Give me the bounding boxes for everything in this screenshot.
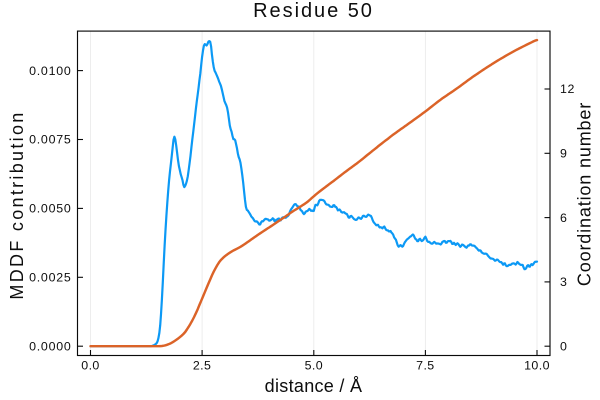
svg-text:6: 6: [560, 211, 568, 225]
svg-text:0.0100: 0.0100: [29, 64, 71, 78]
svg-text:2.5: 2.5: [193, 359, 211, 373]
svg-text:distance / Å: distance / Å: [265, 376, 363, 396]
svg-text:MDDF contribution: MDDF contribution: [7, 110, 27, 299]
svg-text:12: 12: [560, 82, 575, 96]
svg-text:5.0: 5.0: [305, 359, 323, 373]
svg-text:7.5: 7.5: [416, 359, 434, 373]
svg-text:3: 3: [560, 275, 568, 289]
svg-text:Residue 50: Residue 50: [253, 0, 374, 22]
svg-text:0.0050: 0.0050: [29, 202, 71, 216]
svg-text:0.0000: 0.0000: [29, 339, 71, 353]
svg-text:9: 9: [560, 147, 568, 161]
svg-text:Coordination number: Coordination number: [575, 102, 595, 286]
svg-text:10.0: 10.0: [524, 359, 550, 373]
svg-text:0.0025: 0.0025: [29, 271, 71, 285]
svg-text:0.0075: 0.0075: [29, 133, 71, 147]
svg-text:0: 0: [560, 339, 568, 353]
svg-text:0.0: 0.0: [81, 359, 99, 373]
